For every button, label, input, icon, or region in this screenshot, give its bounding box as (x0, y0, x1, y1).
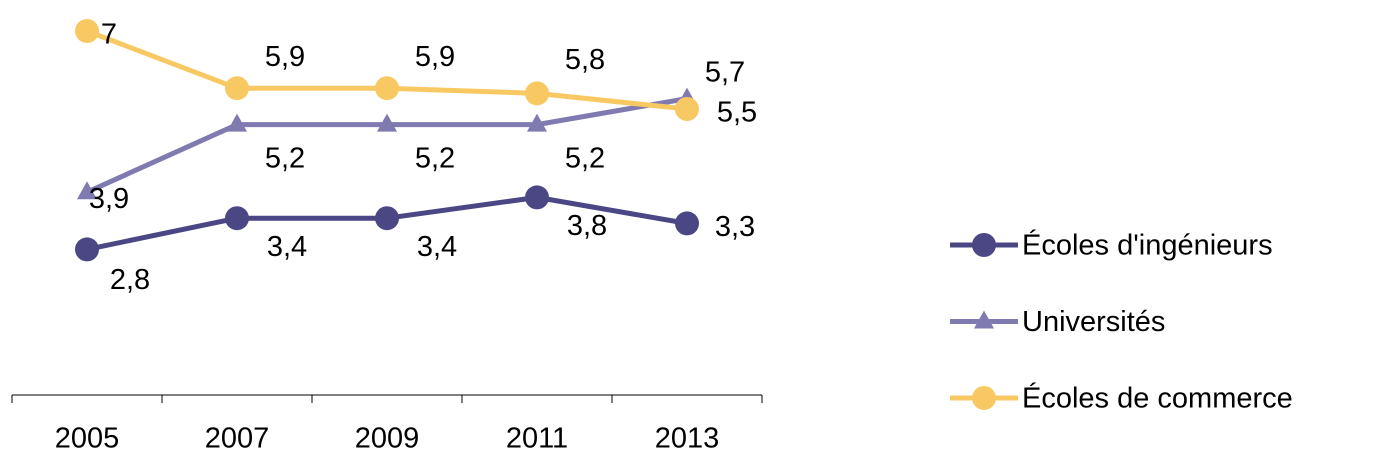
legend-marker (972, 386, 996, 410)
x-tick-label: 2007 (205, 423, 270, 455)
data-label: 5,2 (565, 142, 605, 174)
marker (225, 206, 249, 231)
marker (675, 97, 699, 121)
legend-marker (972, 233, 996, 257)
data-label: 3,4 (267, 231, 307, 263)
marker (75, 237, 99, 262)
data-label: 7 (101, 19, 117, 51)
marker (525, 81, 549, 106)
data-label: 5,8 (565, 44, 605, 76)
marker (227, 113, 247, 132)
legend-label: Universités (1022, 306, 1165, 338)
marker (375, 206, 399, 231)
legend-label: Écoles de commerce (1022, 382, 1293, 415)
marker (527, 113, 547, 132)
legend-marker (974, 310, 994, 329)
marker (77, 181, 97, 200)
data-label: 5,5 (717, 97, 757, 129)
marker (675, 211, 699, 236)
x-tick-label: 2009 (355, 423, 420, 455)
marker (525, 185, 549, 210)
marker (377, 113, 397, 132)
marker (225, 76, 249, 101)
x-tick-label: 2013 (655, 423, 720, 455)
data-label: 5,2 (415, 142, 455, 174)
data-label: 2,8 (110, 264, 150, 296)
data-label: 5,9 (265, 41, 305, 73)
x-tick-label: 2005 (55, 423, 120, 455)
marker (75, 19, 99, 43)
x-tick-label: 2011 (506, 423, 568, 455)
data-label: 3,9 (89, 183, 129, 215)
data-label: 3,3 (715, 211, 755, 243)
data-label: 3,4 (417, 231, 457, 263)
data-label: 5,7 (705, 56, 745, 88)
data-label: 5,9 (415, 41, 455, 73)
marker (375, 76, 399, 101)
data-label: 5,2 (265, 142, 305, 174)
legend-label: Écoles d'ingénieurs (1022, 229, 1273, 262)
data-label: 3,8 (567, 210, 607, 242)
